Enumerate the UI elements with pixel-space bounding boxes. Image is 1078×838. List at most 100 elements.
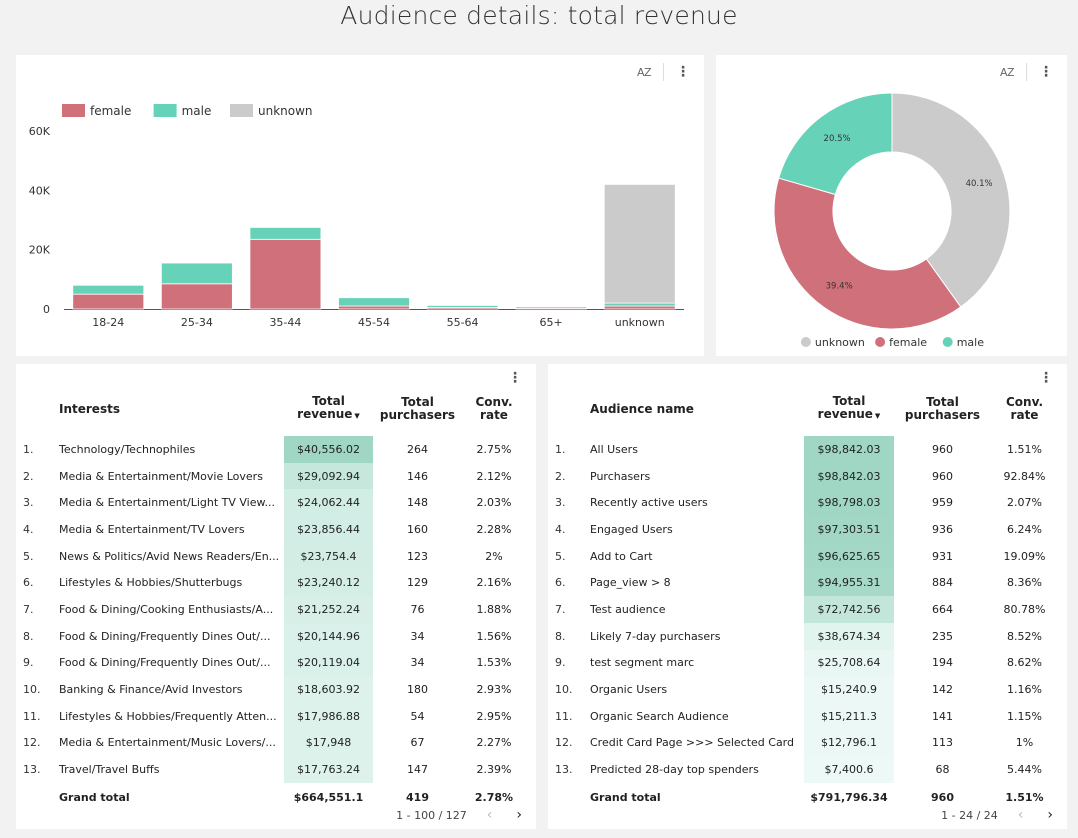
x-tick-label: 18-24 <box>92 316 124 329</box>
conv-rate-cell: 1.15% <box>1007 709 1042 723</box>
row-name: Media & Entertainment/Light TV View... <box>59 496 275 510</box>
conv-rate-cell: 6.24% <box>1007 522 1042 536</box>
bar-male-18-24[interactable] <box>72 284 145 295</box>
row-index: 4. <box>23 522 34 536</box>
table-row[interactable]: 13. Travel/Travel Buffs $17,763.24 147 2.39% <box>16 756 526 783</box>
column-header-audience-name[interactable]: Audience name <box>590 401 694 416</box>
table-row[interactable]: 9. Food & Dining/Frequently Dines Out/...… <box>16 649 526 677</box>
table-row[interactable]: 5. News & Politics/Avid News Readers/En..… <box>16 542 526 570</box>
legend-item-unknown[interactable]: unknown <box>230 104 313 118</box>
legend-label: female <box>90 104 131 118</box>
total-purchasers-cell: 147 <box>407 763 428 777</box>
more-menu-icon[interactable]: ⋮ <box>1039 370 1053 386</box>
total-revenue-cell: $23,856.44 <box>284 516 373 543</box>
table-row[interactable]: 1. All Users $98,842.03 960 1.51% <box>548 436 1058 463</box>
bar-chart: female male unknown 0 20K 40K 60K 18-24 25-34 35-… <box>29 104 684 329</box>
column-header-interests[interactable]: Interests <box>59 401 120 416</box>
bar-male-55-64[interactable] <box>426 305 499 308</box>
table-row[interactable]: 1. Technology/Technophiles $40,556.02 264 2.… <box>16 436 526 463</box>
bar-female-45-54[interactable] <box>338 305 410 310</box>
table-row[interactable]: 12. Credit Card Page >>> Selected Card $12… <box>548 729 1058 757</box>
more-menu-icon[interactable]: ⋮ <box>508 370 522 386</box>
pagination: 1 - 24 / 24 ‹ › <box>941 807 1053 823</box>
table-row[interactable]: 3. Media & Entertainment/Light TV View...… <box>16 489 526 517</box>
table-row[interactable]: 6. Page_view > 8 $94,955.31 884 8.36% <box>548 569 1058 597</box>
table-row[interactable]: 6. Lifestyles & Hobbies/Shutterbugs $23,24… <box>16 569 526 597</box>
conv-rate-cell: 2.93% <box>476 683 512 697</box>
table-row[interactable]: 11. Organic Search Audience $15,211.3 141 1.… <box>548 702 1058 730</box>
table-row[interactable]: 4. Media & Entertainment/TV Lovers $23,856… <box>16 516 526 543</box>
chevron-right-icon[interactable]: › <box>1047 807 1053 823</box>
conv-rate-cell: 8.36% <box>1007 576 1042 590</box>
total-revenue-cell: $40,556.02 <box>284 436 373 463</box>
legend-item-female[interactable]: female <box>875 336 927 349</box>
legend-item-male[interactable]: male <box>153 104 212 118</box>
y-tick-label: 60K <box>29 125 51 138</box>
more-menu-icon[interactable]: ⋮ <box>676 64 690 80</box>
column-header-total-purchasers[interactable]: Total purchasers <box>373 382 462 436</box>
table-row[interactable]: 2. Media & Entertainment/Movie Lovers $29,… <box>16 462 526 490</box>
table-row[interactable]: 4. Engaged Users $97,303.51 936 6.24% <box>548 516 1058 543</box>
bar-male-25-34[interactable] <box>160 262 233 285</box>
column-header-conv-rate[interactable]: Conv. rate <box>991 382 1058 436</box>
table-row[interactable]: 10. Banking & Finance/Avid Investors $18,6… <box>16 676 526 703</box>
bar-unknown-unknown[interactable] <box>603 183 676 304</box>
conv-rate-cell: 2% <box>485 549 503 563</box>
total-revenue-cell: $20,119.04 <box>284 649 373 677</box>
interests-table-panel: ⋮ Interests Total revenue ▼ Total purchas… <box>16 364 536 829</box>
legend-item-unknown[interactable]: unknown <box>800 336 865 349</box>
bar-male-65+[interactable] <box>515 306 588 309</box>
chevron-left-icon[interactable]: ‹ <box>486 807 493 823</box>
table-row[interactable]: 8. Likely 7-day purchasers $38,674.34 235 8.… <box>548 622 1058 650</box>
conv-rate-cell: 1.53% <box>476 656 512 670</box>
table-row[interactable]: 3. Recently active users $98,798.03 959 2.07… <box>548 489 1058 517</box>
table-header-row: Audience name Total revenue ▼ Total purch… <box>548 382 1058 436</box>
x-tick-label: 65+ <box>540 316 563 329</box>
table-row[interactable]: 7. Test audience $72,742.56 664 80.78% <box>548 596 1058 623</box>
row-index: 3. <box>555 496 566 510</box>
bar-male-35-44[interactable] <box>249 227 322 240</box>
row-index: 7. <box>555 602 566 616</box>
bar-male-45-54[interactable] <box>338 297 410 307</box>
row-name: Banking & Finance/Avid Investors <box>59 683 243 697</box>
column-header-total-revenue[interactable]: Total revenue ▼ <box>804 382 894 436</box>
header-line: revenue <box>817 407 873 421</box>
table-row[interactable]: 13. Predicted 28-day top spenders $7,400.6… <box>548 756 1058 783</box>
table-row[interactable]: 9. test segment marc $25,708.64 194 8.62% <box>548 649 1058 677</box>
bar-female-25-34[interactable] <box>160 283 233 310</box>
sort-icon[interactable]: AZ <box>636 65 652 79</box>
column-header-total-revenue[interactable]: Total revenue ▼ <box>284 382 373 436</box>
bar-female-unknown[interactable] <box>603 305 676 310</box>
slice-label: 20.5% <box>824 134 851 144</box>
legend-item-male[interactable]: male <box>942 336 985 349</box>
chevron-right-icon[interactable]: › <box>516 807 522 823</box>
total-purchasers-cell: 959 <box>932 496 953 510</box>
total-purchasers-cell: 936 <box>932 522 953 536</box>
row-name: All Users <box>590 442 638 456</box>
bar-female-18-24[interactable] <box>72 293 145 310</box>
row-name: Travel/Travel Buffs <box>59 763 160 777</box>
column-header-total-purchasers[interactable]: Total purchasers <box>894 382 991 436</box>
table-row[interactable]: 11. Lifestyles & Hobbies/Frequently Atten… <box>16 702 526 730</box>
more-menu-icon[interactable]: ⋮ <box>1039 64 1053 80</box>
donut-slice-female[interactable] <box>773 177 962 330</box>
x-tick-label: 55-64 <box>447 316 479 329</box>
donut-slice-male[interactable] <box>778 92 893 196</box>
bar-male-unknown[interactable] <box>603 302 676 307</box>
table-row[interactable]: 7. Food & Dining/Cooking Enthusiasts/A...… <box>16 596 526 623</box>
table-row[interactable]: 2. Purchasers $98,842.03 960 92.84% <box>548 462 1058 490</box>
sort-icon[interactable]: AZ <box>999 65 1015 79</box>
table-row[interactable]: 12. Media & Entertainment/Music Lovers/..… <box>16 729 526 757</box>
legend-item-female[interactable]: female <box>62 104 131 118</box>
table-row[interactable]: 10. Organic Users $15,240.9 142 1.16% <box>548 676 1058 703</box>
bar-female-35-44[interactable] <box>249 238 322 310</box>
row-name: Predicted 28-day top spenders <box>590 763 759 777</box>
table-row[interactable]: 8. Food & Dining/Frequently Dines Out/...… <box>16 622 526 650</box>
chevron-left-icon[interactable]: ‹ <box>1017 807 1024 823</box>
table-header-row: Interests Total revenue ▼ Total purchaser… <box>16 382 526 436</box>
table-row[interactable]: 5. Add to Cart $96,625.65 931 19.09% <box>548 542 1058 570</box>
toolbar-divider <box>1026 63 1027 81</box>
column-header-conv-rate[interactable]: Conv. rate <box>462 382 526 436</box>
conv-rate-cell: 2.95% <box>476 709 512 723</box>
donut-slice-unknown[interactable] <box>891 92 1011 308</box>
